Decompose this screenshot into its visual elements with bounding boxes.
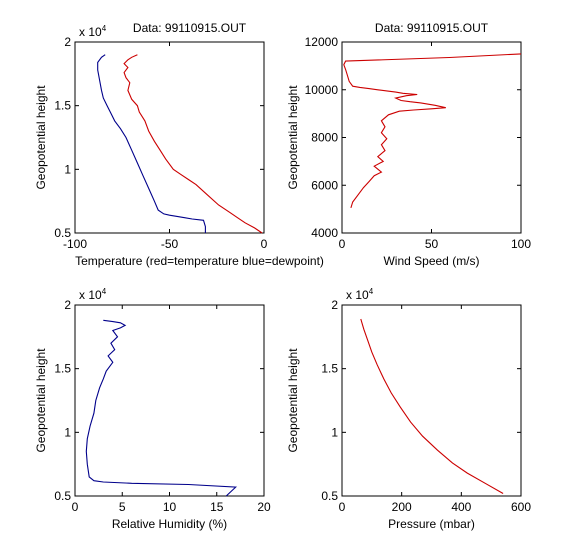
series-line-0 xyxy=(85,319,238,497)
series-line-0 xyxy=(123,54,263,234)
y-tick-label: 8000 xyxy=(311,131,338,145)
axes-box xyxy=(341,41,522,234)
x-tick-label: 600 xyxy=(511,500,531,514)
series-line-0 xyxy=(360,318,504,494)
y-tick-label: 2 xyxy=(64,35,71,49)
y-exponent-base: x 10 xyxy=(79,288,102,302)
y-axis-label: Geopotential height xyxy=(34,348,48,453)
y-axis-label: Geopotential height xyxy=(286,348,300,453)
axes-box xyxy=(74,304,265,497)
x-tick-label: 0 xyxy=(339,500,346,514)
y-exponent-label: x 104 xyxy=(346,287,374,302)
x-axis-label: Pressure (mbar) xyxy=(388,517,475,531)
chart-title: Data: 99110915.OUT xyxy=(133,21,247,35)
x-tick-label: 50 xyxy=(425,237,439,251)
y-tick-label: 1.5 xyxy=(321,362,338,376)
y-tick-label: 4000 xyxy=(311,226,338,240)
series-line-1 xyxy=(97,54,206,233)
chart-title: Data: 99110915.OUT xyxy=(375,21,489,35)
y-tick-label: 1.5 xyxy=(54,362,71,376)
y-tick-label: 2 xyxy=(64,298,71,312)
x-tick-label: -50 xyxy=(161,237,179,251)
y-tick-label: 0.5 xyxy=(54,226,71,240)
y-exponent-base: x 10 xyxy=(346,288,369,302)
axes-box xyxy=(74,41,265,234)
x-tick-label: 15 xyxy=(210,500,224,514)
x-tick-label: 0 xyxy=(339,237,346,251)
y-tick-label: 12000 xyxy=(305,35,339,49)
y-exponent-power: 4 xyxy=(369,287,374,296)
x-tick-label: -100 xyxy=(63,237,87,251)
x-tick-label: 0 xyxy=(261,237,268,251)
series-line-0 xyxy=(343,53,522,209)
y-tick-label: 0.5 xyxy=(54,489,71,503)
y-tick-label: 0.5 xyxy=(321,489,338,503)
x-tick-label: 20 xyxy=(257,500,271,514)
y-axis-label: Geopotential height xyxy=(286,85,300,190)
relative-humidity-panel: 0 5 10 15 20 0.5 1 1.5 2 x 104 Relative Humidity (… xyxy=(34,287,271,531)
y-tick-label: 1 xyxy=(331,425,338,439)
axes-box xyxy=(341,304,522,497)
y-exponent-base: x 10 xyxy=(79,25,102,39)
x-tick-label: 5 xyxy=(119,500,126,514)
wind-speed-panel: 0 50 100 4000 6000 8000 10000 12000 Data: 991109… xyxy=(286,21,531,268)
x-tick-label: 400 xyxy=(451,500,471,514)
y-tick-label: 2 xyxy=(331,298,338,312)
y-exponent-power: 4 xyxy=(102,24,107,33)
x-tick-label: 100 xyxy=(511,237,531,251)
y-exponent-label: x 104 xyxy=(79,287,107,302)
x-axis-label: Wind Speed (m/s) xyxy=(383,254,479,268)
x-axis-label: Temperature (red=temperature blue=dewpoi… xyxy=(75,254,324,268)
y-tick-label: 10000 xyxy=(305,83,339,97)
x-tick-label: 10 xyxy=(163,500,177,514)
pressure-panel: 0 200 400 600 0.5 1 1.5 2 x 104 Pressure (mbar) Ge… xyxy=(286,287,531,531)
x-axis-label: Relative Humidity (%) xyxy=(112,517,227,531)
x-tick-label: 0 xyxy=(72,500,79,514)
y-tick-label: 1 xyxy=(64,162,71,176)
y-exponent-power: 4 xyxy=(102,287,107,296)
y-exponent-label: x 104 xyxy=(79,24,107,39)
y-tick-label: 1.5 xyxy=(54,99,71,113)
y-tick-label: 6000 xyxy=(311,178,338,192)
y-tick-label: 1 xyxy=(64,425,71,439)
x-tick-label: 200 xyxy=(392,500,412,514)
temperature-panel: -100 -50 0 0.5 1 1.5 2 x 104 Data: 99110915.OUT T… xyxy=(34,21,324,268)
y-axis-label: Geopotential height xyxy=(34,85,48,190)
